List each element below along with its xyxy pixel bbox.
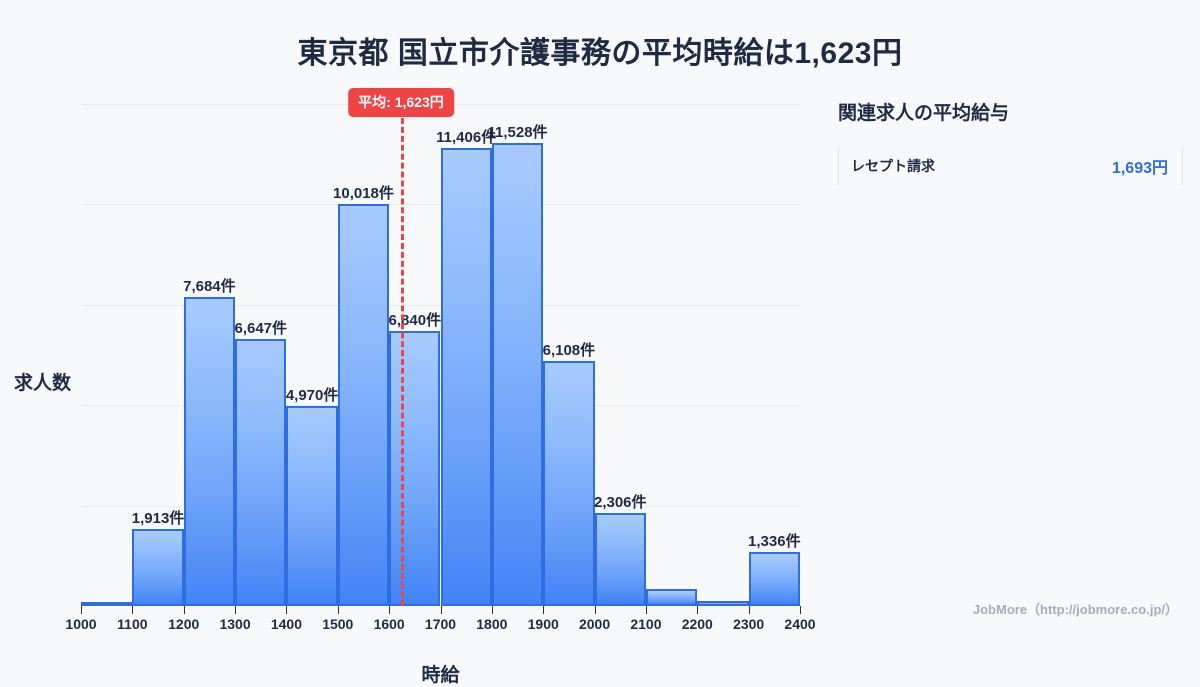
- histogram-bar[interactable]: [286, 406, 338, 606]
- x-axis-tick: [594, 606, 596, 614]
- x-axis-tick: [748, 606, 750, 614]
- histogram-bar[interactable]: [748, 552, 800, 606]
- x-axis-tick: [235, 606, 237, 614]
- x-axis-tick-label: 1700: [424, 616, 457, 632]
- average-badge: 平均: 1,623円: [348, 88, 454, 117]
- bar-value-label: 1,336件: [748, 533, 801, 551]
- x-axis-tick-label: 1100: [117, 616, 148, 632]
- x-axis-tick: [645, 606, 647, 614]
- x-axis-tick-label: 2200: [681, 616, 713, 632]
- x-axis-tick-label: 1400: [270, 616, 302, 632]
- bar-value-label: 6,840件: [388, 312, 442, 330]
- x-axis-tick: [132, 606, 134, 614]
- x-axis-tick: [491, 606, 493, 614]
- histogram-bar[interactable]: [81, 602, 133, 606]
- histogram-bar[interactable]: [132, 529, 184, 606]
- x-axis-tick: [697, 606, 699, 614]
- x-axis-tick-label: 2000: [578, 616, 611, 632]
- y-axis-title: 求人数: [14, 373, 72, 394]
- histogram-bar[interactable]: [594, 513, 646, 606]
- related-salary-row[interactable]: レセプト請求 1,693円: [838, 147, 1183, 185]
- histogram-chart: 求人数 1,913件 7,684件 6,647件 4,970件 10,018件 6,840…: [0, 88, 820, 686]
- histogram-bar[interactable]: [389, 331, 441, 606]
- histogram-bar[interactable]: [543, 360, 595, 606]
- bar-value-label: 6,647件: [234, 320, 288, 338]
- x-axis-tick-label: 1200: [168, 616, 200, 632]
- x-axis-tick-label: 1800: [476, 616, 508, 632]
- x-axis-tick: [440, 606, 442, 614]
- related-salary-row-value: 1,693円: [1111, 160, 1168, 177]
- footer-watermark: JobMore（http://jobmore.co.jp/）: [972, 602, 1178, 617]
- x-axis-tick: [543, 606, 545, 614]
- x-axis-tick-label: 1600: [373, 616, 405, 632]
- plot-area: 1,913件 7,684件 6,647件 4,970件 10,018件 6,840件 11,…: [65, 88, 816, 632]
- bar-value-label: 7,684件: [183, 278, 236, 296]
- bar-value-label: 10,018件: [333, 184, 394, 202]
- histogram-bar[interactable]: [440, 147, 492, 606]
- related-salary-title: 関連求人の平均給与: [838, 103, 1010, 124]
- x-axis-tick-label: 1500: [322, 616, 354, 632]
- histogram-bar[interactable]: [645, 589, 698, 606]
- histogram-bar[interactable]: [697, 600, 749, 606]
- x-axis-tick: [389, 606, 391, 614]
- bar-value-label: 11,528件: [487, 124, 548, 142]
- x-axis-title: 時給: [421, 665, 460, 686]
- x-axis-tick: [286, 606, 288, 614]
- related-salary-row-label: レセプト請求: [851, 158, 935, 174]
- histogram-bar[interactable]: [235, 339, 287, 606]
- histogram-bar[interactable]: [337, 203, 390, 606]
- x-axis-tick: [337, 606, 339, 614]
- bar-value-label: 2,306件: [593, 494, 647, 512]
- related-salary-panel: 関連求人の平均給与 レセプト請求 1,693円: [838, 98, 1183, 185]
- bar-value-label: 4,970件: [285, 387, 339, 405]
- x-axis-tick-label: 2100: [630, 616, 662, 632]
- histogram-bar[interactable]: [183, 297, 236, 606]
- histogram-bar[interactable]: [491, 143, 544, 606]
- x-axis-tick-label: 2300: [733, 616, 765, 632]
- page-title: 東京都 国立市介護事務の平均時給は1,623円: [297, 37, 903, 70]
- x-axis-tick: [183, 606, 185, 614]
- bar-value-label: 1,913件: [131, 510, 185, 528]
- x-axis-tick-label: 1300: [219, 616, 251, 632]
- x-axis-tick: [81, 606, 82, 614]
- x-axis-tick-label: 2400: [784, 616, 816, 632]
- average-line: [400, 118, 404, 606]
- x-axis-tick-label: 1900: [527, 616, 559, 632]
- bar-value-label: 11,406件: [436, 128, 497, 146]
- bar-value-label: 6,108件: [542, 341, 596, 359]
- x-axis-tick: [800, 606, 801, 614]
- related-salary-rows: レセプト請求 1,693円: [838, 147, 1183, 185]
- x-axis-tick-label: 1000: [65, 616, 97, 632]
